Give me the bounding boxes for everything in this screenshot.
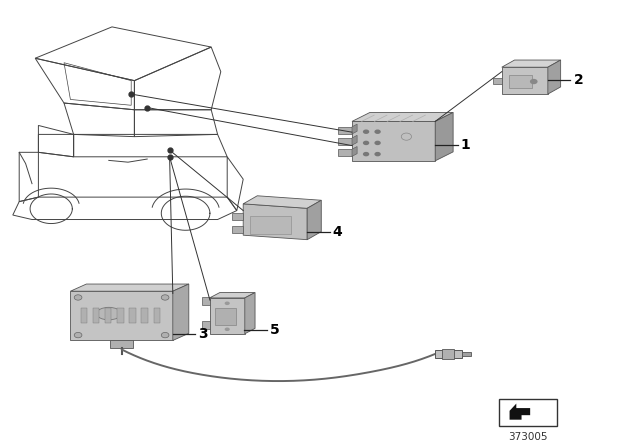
Text: 3: 3 bbox=[198, 327, 208, 341]
Circle shape bbox=[74, 295, 82, 300]
Polygon shape bbox=[244, 293, 255, 334]
Circle shape bbox=[225, 302, 230, 305]
Text: 4: 4 bbox=[333, 225, 342, 239]
Text: 5: 5 bbox=[270, 323, 280, 337]
Bar bbox=[442, 349, 454, 359]
Bar bbox=[110, 340, 133, 348]
Polygon shape bbox=[352, 146, 357, 156]
Circle shape bbox=[374, 129, 381, 134]
Circle shape bbox=[374, 141, 381, 145]
Bar bbox=[129, 308, 136, 323]
Ellipse shape bbox=[97, 307, 121, 320]
Text: 1: 1 bbox=[461, 138, 470, 152]
Bar bbox=[493, 78, 502, 84]
Polygon shape bbox=[173, 284, 189, 340]
Polygon shape bbox=[352, 121, 435, 161]
Polygon shape bbox=[502, 67, 548, 94]
Bar bbox=[232, 226, 243, 233]
Circle shape bbox=[161, 295, 169, 300]
Bar bbox=[154, 308, 160, 323]
Bar bbox=[499, 399, 557, 426]
Circle shape bbox=[225, 327, 230, 331]
Polygon shape bbox=[338, 127, 352, 134]
Polygon shape bbox=[307, 200, 321, 240]
Polygon shape bbox=[338, 138, 352, 145]
Bar bbox=[105, 308, 111, 323]
Circle shape bbox=[363, 129, 369, 134]
Polygon shape bbox=[70, 284, 189, 291]
Polygon shape bbox=[352, 124, 357, 134]
Bar bbox=[202, 297, 209, 305]
Polygon shape bbox=[70, 291, 173, 340]
Circle shape bbox=[363, 152, 369, 156]
Bar bbox=[232, 213, 243, 220]
Bar bbox=[93, 308, 99, 323]
Polygon shape bbox=[338, 149, 352, 156]
Polygon shape bbox=[509, 404, 530, 420]
Circle shape bbox=[74, 332, 82, 338]
Polygon shape bbox=[209, 298, 244, 334]
Polygon shape bbox=[502, 60, 561, 67]
Bar bbox=[435, 350, 462, 358]
Bar bbox=[81, 308, 87, 323]
Circle shape bbox=[363, 141, 369, 145]
Bar bbox=[214, 308, 236, 325]
Circle shape bbox=[161, 332, 169, 338]
Polygon shape bbox=[352, 135, 357, 145]
Bar bbox=[202, 321, 209, 329]
Polygon shape bbox=[209, 293, 255, 298]
Text: 2: 2 bbox=[573, 73, 583, 87]
Polygon shape bbox=[243, 204, 307, 240]
Polygon shape bbox=[352, 112, 453, 121]
Polygon shape bbox=[243, 196, 321, 208]
Circle shape bbox=[374, 152, 381, 156]
Polygon shape bbox=[435, 112, 453, 161]
Polygon shape bbox=[548, 60, 561, 94]
Bar bbox=[250, 216, 291, 234]
Circle shape bbox=[530, 79, 538, 84]
Bar bbox=[117, 308, 124, 323]
Bar bbox=[509, 75, 532, 88]
Bar bbox=[462, 352, 471, 356]
Text: 373005: 373005 bbox=[508, 432, 548, 442]
Bar bbox=[141, 308, 148, 323]
